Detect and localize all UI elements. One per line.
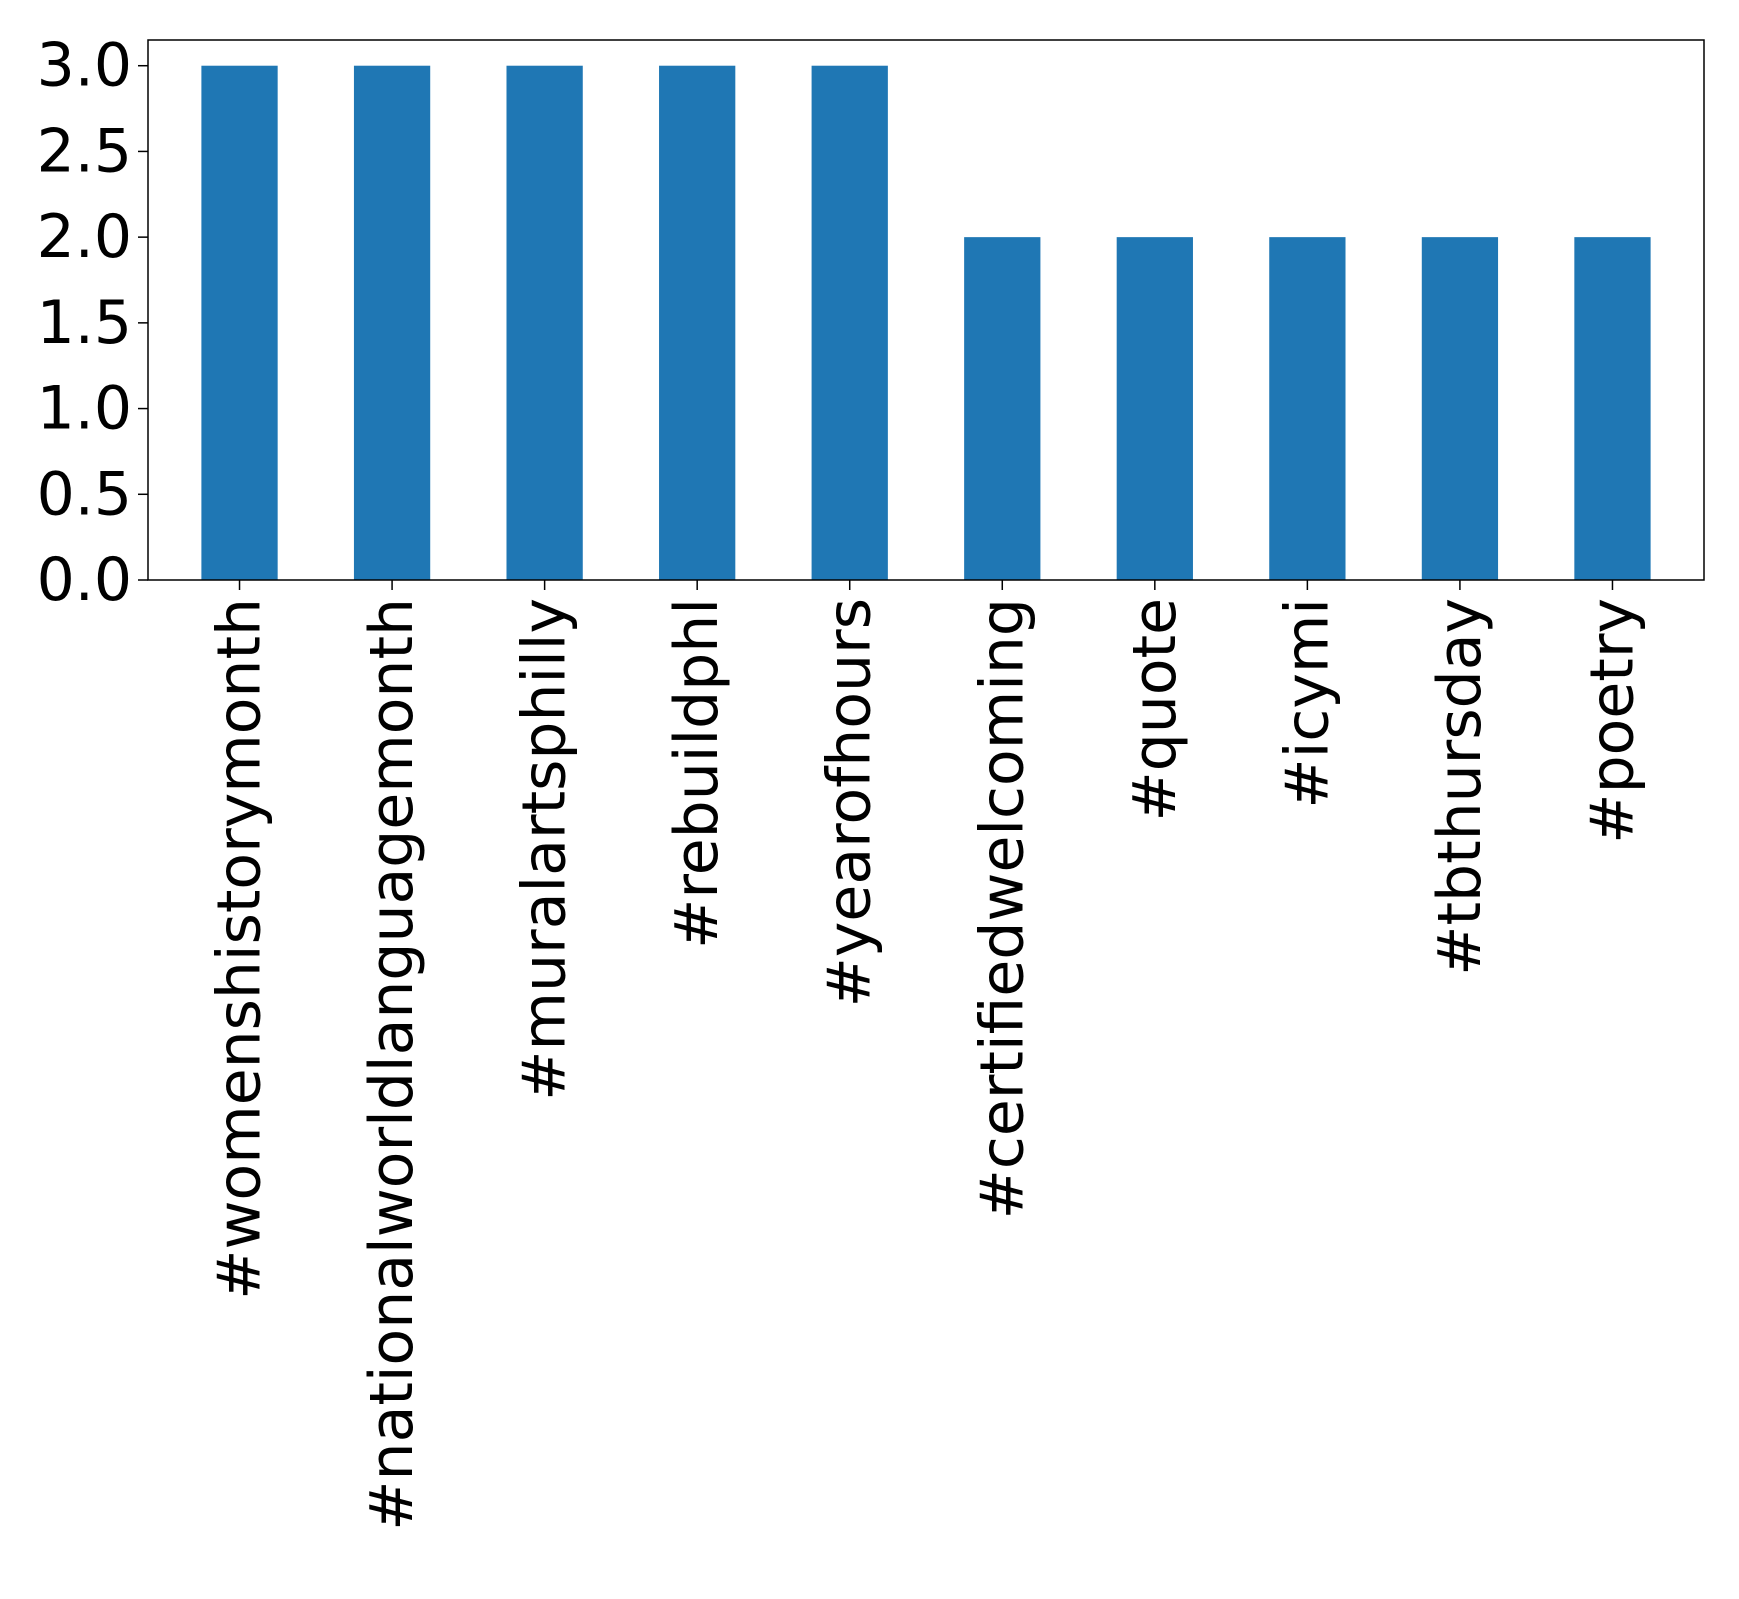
y-tick-label: 1.0 bbox=[37, 374, 132, 444]
bar-certifiedwelcoming bbox=[964, 237, 1041, 580]
y-tick-label: 2.5 bbox=[37, 116, 132, 186]
x-tick-label: #yearofhours bbox=[815, 598, 885, 1007]
bar-icymi bbox=[1269, 237, 1346, 580]
bar-womenshistorymonth bbox=[201, 65, 278, 580]
bar-quote bbox=[1116, 237, 1193, 580]
plot-frame bbox=[147, 39, 1705, 581]
x-tick-label: #muralartsphilly bbox=[510, 598, 580, 1101]
x-tick-label: #quote bbox=[1120, 598, 1190, 822]
x-tick-label: #nationalworldlanguagemonth bbox=[357, 598, 427, 1531]
bar-nationalworldlanguagemonth bbox=[353, 65, 431, 580]
bar-yearofhours bbox=[811, 65, 888, 580]
bar-poetry bbox=[1574, 237, 1651, 580]
bar-tbthursday bbox=[1421, 237, 1499, 580]
y-tick-label: 0.0 bbox=[37, 545, 132, 615]
y-tick-label: 1.5 bbox=[37, 288, 132, 358]
x-axis: #womenshistorymonth #nationalworldlanguag… bbox=[205, 580, 1647, 1531]
y-tick-label: 0.5 bbox=[37, 459, 132, 529]
x-tick-label: #womenshistorymonth bbox=[205, 598, 275, 1300]
x-tick-label: #poetry bbox=[1577, 598, 1647, 844]
x-tick-label: #rebuildphl bbox=[662, 598, 732, 949]
bar-muralartsphilly bbox=[506, 65, 583, 580]
x-tick-label: #certifiedwelcoming bbox=[967, 598, 1037, 1219]
bar-rebuildphl bbox=[659, 65, 736, 580]
x-tick-label: #icymi bbox=[1272, 598, 1342, 809]
bars-group bbox=[201, 65, 1651, 580]
y-tick-label: 2.0 bbox=[37, 202, 132, 272]
y-axis: 0.0 0.5 1.0 1.5 2.0 2.5 3.0 bbox=[37, 31, 148, 615]
y-tick-label: 3.0 bbox=[37, 31, 132, 101]
x-tick-label: #tbthursday bbox=[1425, 598, 1495, 976]
